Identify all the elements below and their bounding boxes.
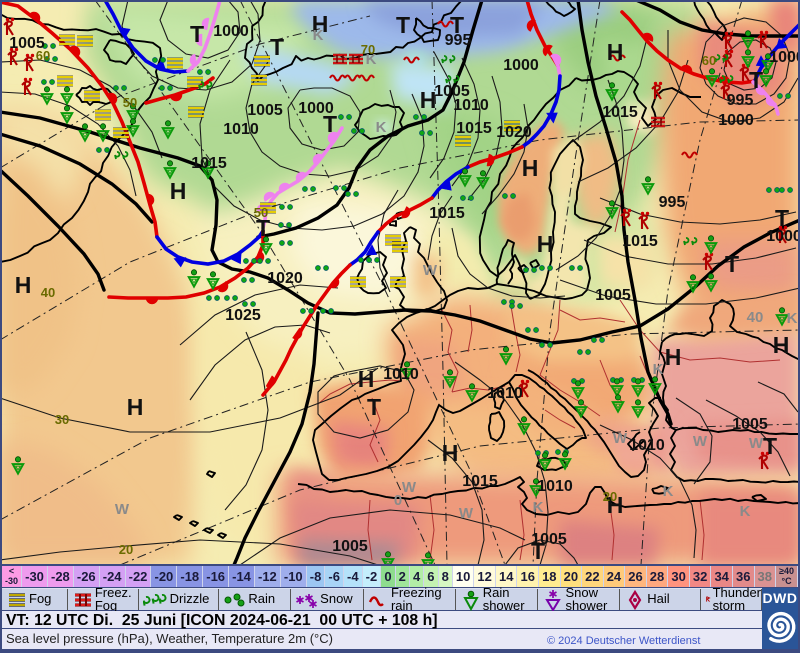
svg-text:1015: 1015 (462, 473, 498, 490)
svg-text:1000: 1000 (298, 100, 334, 117)
svg-text:1020: 1020 (496, 124, 532, 141)
svg-text:K: K (663, 483, 674, 500)
svg-text:1015: 1015 (191, 155, 227, 172)
svg-text:T: T (725, 251, 739, 277)
svg-text:1010: 1010 (629, 437, 665, 454)
svg-text:1000: 1000 (213, 23, 249, 40)
svg-text:H: H (127, 394, 144, 420)
svg-text:1005: 1005 (332, 538, 368, 555)
svg-text:1015: 1015 (622, 233, 658, 250)
svg-text:W: W (749, 435, 764, 452)
svg-text:995: 995 (727, 92, 754, 109)
svg-text:H: H (665, 344, 682, 370)
svg-text:T: T (396, 12, 410, 38)
svg-text:1025: 1025 (225, 307, 261, 324)
svg-text:1005: 1005 (531, 531, 567, 548)
svg-text:T: T (270, 34, 284, 60)
svg-text:W: W (613, 430, 628, 447)
svg-text:K: K (313, 27, 324, 44)
svg-text:1000: 1000 (769, 49, 798, 66)
svg-text:1010: 1010 (383, 366, 419, 383)
svg-text:1015: 1015 (456, 120, 492, 137)
svg-text:60: 60 (702, 53, 716, 68)
svg-text:20: 20 (119, 542, 133, 557)
svg-text:70: 70 (361, 42, 375, 57)
svg-text:1005: 1005 (595, 287, 631, 304)
svg-text:T: T (367, 394, 381, 420)
svg-text:W: W (459, 505, 474, 522)
svg-text:H: H (442, 440, 459, 466)
svg-text:H: H (607, 39, 624, 65)
svg-text:T: T (531, 538, 545, 564)
svg-text:1020: 1020 (267, 270, 303, 287)
svg-text:H: H (773, 332, 790, 358)
svg-text:995: 995 (445, 32, 472, 49)
svg-text:1015: 1015 (429, 205, 465, 222)
svg-text:H: H (607, 492, 624, 518)
svg-text:H: H (358, 366, 375, 392)
svg-text:T: T (763, 433, 777, 459)
svg-text:1005: 1005 (247, 102, 283, 119)
svg-text:995: 995 (659, 194, 686, 211)
svg-text:40: 40 (41, 285, 55, 300)
svg-text:1010: 1010 (537, 478, 573, 495)
svg-text:1005: 1005 (434, 83, 470, 100)
svg-text:T: T (749, 67, 763, 93)
svg-text:W: W (402, 479, 417, 496)
svg-text:1000: 1000 (718, 112, 754, 129)
svg-text:60: 60 (36, 48, 50, 63)
svg-text:20: 20 (603, 489, 617, 504)
svg-text:H: H (15, 272, 32, 298)
svg-text:K: K (366, 51, 377, 68)
svg-text:1000: 1000 (766, 228, 798, 245)
svg-text:1005: 1005 (732, 416, 768, 433)
svg-text:W: W (115, 501, 130, 518)
svg-text:T: T (323, 111, 337, 137)
svg-text:T: T (775, 205, 789, 231)
svg-text:1000: 1000 (503, 57, 539, 74)
svg-text:W: W (693, 433, 708, 450)
svg-text:T: T (190, 21, 204, 47)
svg-text:50: 50 (254, 205, 268, 220)
svg-text:T: T (256, 215, 270, 241)
svg-text:H: H (312, 11, 329, 37)
svg-text:0: 0 (394, 492, 402, 509)
svg-text:W: W (423, 262, 438, 279)
svg-text:K: K (653, 361, 664, 378)
svg-text:1010: 1010 (487, 385, 523, 402)
svg-text:H: H (420, 87, 437, 113)
svg-text:H: H (537, 231, 554, 257)
svg-text:K: K (376, 119, 387, 136)
svg-text:K: K (787, 310, 798, 327)
svg-text:K: K (740, 503, 751, 520)
svg-text:H: H (522, 155, 539, 181)
svg-text:50: 50 (123, 95, 137, 110)
svg-text:K: K (533, 499, 544, 516)
svg-text:30: 30 (55, 412, 69, 427)
svg-text:1010: 1010 (453, 97, 489, 114)
svg-text:1010: 1010 (223, 121, 259, 138)
svg-text:40: 40 (747, 309, 764, 326)
svg-text:T: T (450, 12, 464, 38)
svg-text:H: H (170, 178, 187, 204)
svg-text:1015: 1015 (602, 104, 638, 121)
svg-text:1005: 1005 (9, 35, 45, 52)
